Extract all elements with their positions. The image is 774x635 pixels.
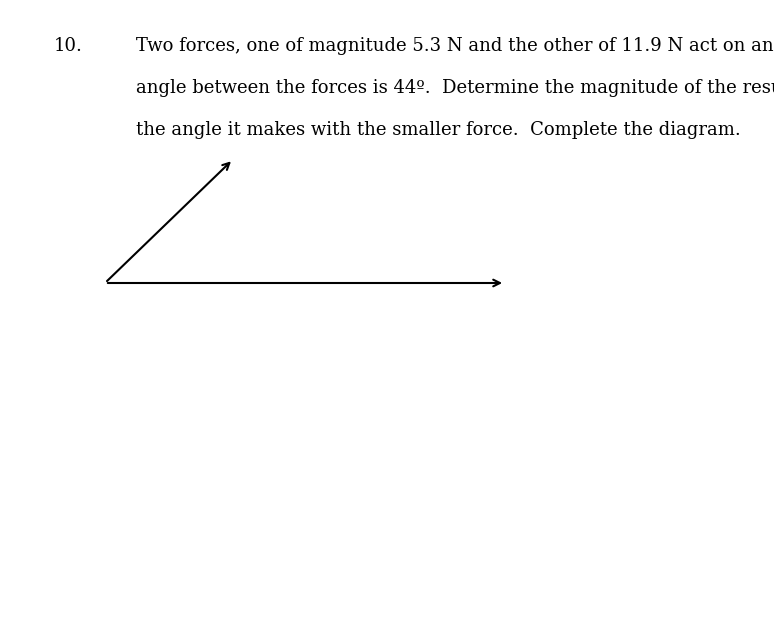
Text: the angle it makes with the smaller force.  Complete the diagram.: the angle it makes with the smaller forc… [136,121,741,139]
Text: 10.: 10. [54,37,83,55]
Text: Two forces, one of magnitude 5.3 N and the other of 11.9 N act on an object. The: Two forces, one of magnitude 5.3 N and t… [136,37,774,55]
Text: angle between the forces is 44º.  Determine the magnitude of the resultant and: angle between the forces is 44º. Determi… [136,79,774,97]
